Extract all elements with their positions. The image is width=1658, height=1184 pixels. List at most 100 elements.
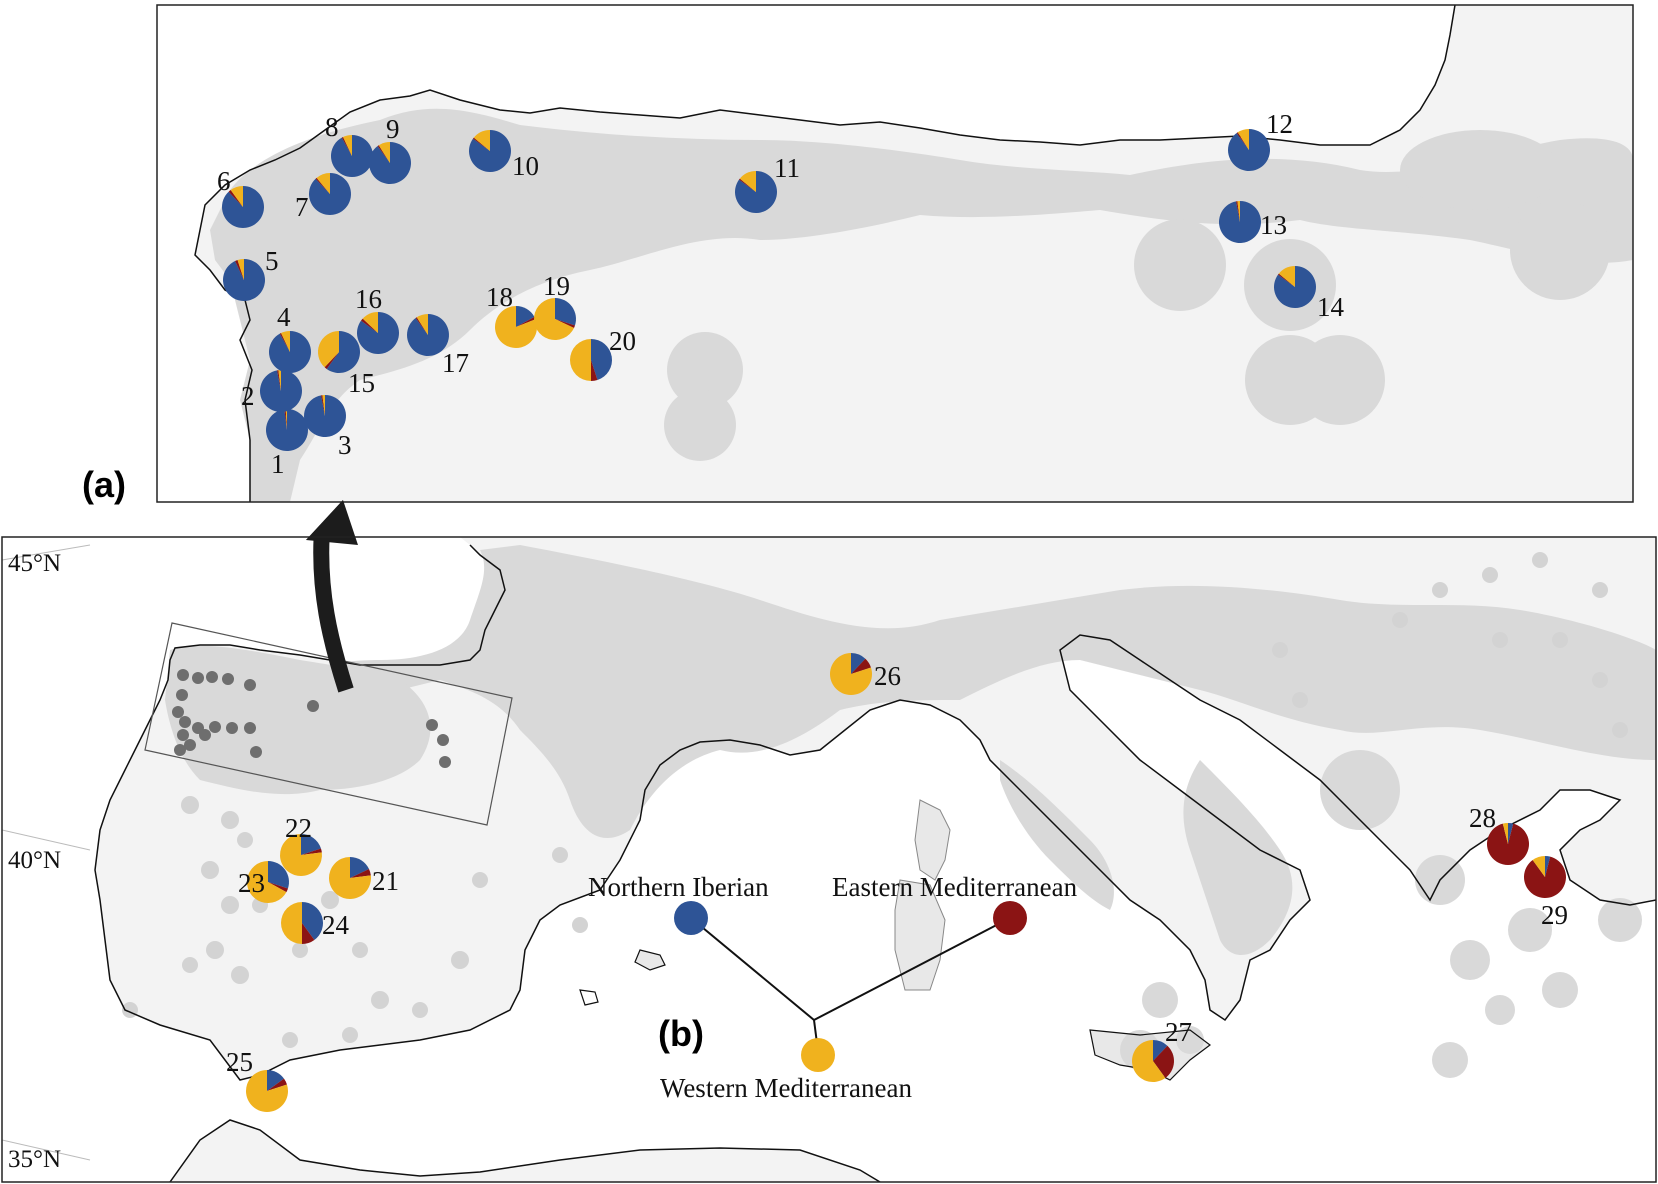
site-pie-5 [222,259,265,301]
site-number-label: 10 [512,151,539,181]
pie-slice-eastern-mediterranean [361,318,378,333]
cluster-node-northern-iberian [674,901,708,935]
pie-slice-eastern-mediterranean [1236,132,1249,150]
panel-b-coastline-sardinia-corsica [894,799,951,991]
pie-slice-western-mediterranean [1532,856,1545,877]
pie-slice-western-mediterranean [534,298,575,340]
pie-slice-western-mediterranean [285,409,287,430]
pie-slice-western-mediterranean [281,902,302,944]
pie-slice-western-mediterranean [246,1070,289,1113]
site-number-label: 19 [543,271,570,301]
site-number-label: 14 [1317,292,1345,322]
site-pie-13 [1218,201,1261,243]
site-number-label: 23 [238,868,265,898]
site-number-label: 21 [372,866,399,896]
site-pie-21 [328,856,371,899]
pie-slice-western-mediterranean [343,135,352,156]
cluster-label-northern-iberian: Northern Iberian [588,872,769,902]
network-edge-northern [690,917,815,1021]
pie-slice-western-mediterranean [278,370,281,391]
panel-b-coastline-islands [579,949,1211,1081]
site-number-label: 5 [265,246,279,276]
site-pie-4 [269,331,311,374]
pie-slice-northern-iberian [222,186,265,229]
study-region-box [144,622,513,826]
site-number-label: 8 [325,112,339,142]
site-number-label: 11 [774,153,800,183]
site-number-label: 6 [217,166,231,196]
site-pie-16 [357,312,400,355]
panel-b-letter: (b) [658,1013,704,1054]
site-pie-25 [246,1070,289,1113]
pie-slice-eastern-mediterranean [277,370,281,391]
pie-slice-western-mediterranean [570,339,591,381]
pie-slice-western-mediterranean [739,171,756,192]
latitude-label-40: 40°N [8,847,61,874]
pie-slice-eastern-mediterranean [377,145,390,163]
pie-slice-northern-iberian [1218,201,1261,243]
pie-slice-western-mediterranean [362,312,378,333]
pie-slice-western-mediterranean [378,142,390,163]
site-pie-28 [1487,823,1529,865]
site-pie-22 [280,834,322,876]
pie-slice-western-mediterranean [1132,1040,1166,1082]
pie-slice-western-mediterranean [237,259,244,280]
site-number-label: 13 [1260,210,1287,240]
pie-slice-eastern-mediterranean [321,395,325,416]
pie-slice-eastern-mediterranean [324,352,339,369]
site-number-label: 15 [348,368,375,398]
pie-slice-western-mediterranean [322,395,325,416]
pie-slice-northern-iberian [369,142,411,184]
site-number-label: 9 [386,114,400,144]
site-number-label: 28 [1469,803,1496,833]
pie-slice-northern-iberian [302,902,323,940]
site-number-label: 16 [355,284,382,314]
site-pie-23 [247,861,290,904]
pie-slice-eastern-mediterranean [228,190,243,207]
pie-slice-eastern-mediterranean [315,177,330,194]
pie-slice-eastern-mediterranean [268,882,288,893]
pie-slice-northern-iberian [222,259,265,301]
pie-slice-western-mediterranean [495,306,537,349]
pie-slice-western-mediterranean [247,861,287,904]
pie-slice-western-mediterranean [829,653,872,695]
site-number-label: 2 [241,381,255,411]
pie-slice-northern-iberian [265,409,308,451]
pie-slice-northern-iberian [1274,266,1317,308]
pie-slice-northern-iberian [267,1070,284,1091]
site-number-label: 25 [226,1047,253,1077]
panel-b-coastline-europe [94,544,1656,1081]
pie-slice-eastern-mediterranean [235,260,244,280]
pie-slice-western-mediterranean [281,331,290,352]
site-pie-17 [407,314,450,357]
pie-slice-northern-iberian [1153,1040,1168,1061]
site-pie-2 [260,370,303,412]
site-number-label: 3 [338,430,352,460]
pie-slice-western-mediterranean [1502,823,1508,844]
pie-slice-eastern-mediterranean [1153,1045,1174,1078]
pie-slice-eastern-mediterranean [350,869,371,878]
cluster-label-western-mediterranean: Western Mediterranean [660,1073,912,1103]
pie-slice-eastern-mediterranean [739,178,756,192]
panel-b-land-africa [170,1120,880,1182]
pie-slice-eastern-mediterranean [591,360,598,381]
pie-slice-eastern-mediterranean [473,137,490,151]
pie-slice-northern-iberian [1545,856,1551,877]
pie-slice-northern-iberian [591,339,613,380]
pie-slice-western-mediterranean [280,834,322,876]
pie-slice-northern-iberian [309,173,352,216]
pie-slice-eastern-mediterranean [1487,823,1529,865]
site-pie-18 [495,306,537,349]
site-pie-26 [829,653,872,695]
pie-slice-western-mediterranean [316,173,330,194]
site-pie-8 [331,135,374,178]
site-pie-1 [265,409,308,451]
pie-slice-northern-iberian [301,834,321,855]
site-pie-12 [1228,129,1270,172]
site-pie-19 [534,298,576,340]
pie-slice-western-mediterranean [473,130,490,151]
pie-slice-western-mediterranean [1237,201,1240,222]
site-number-label: 12 [1266,109,1293,139]
site-number-label: 27 [1165,1017,1192,1047]
site-number-label: 17 [442,348,469,378]
